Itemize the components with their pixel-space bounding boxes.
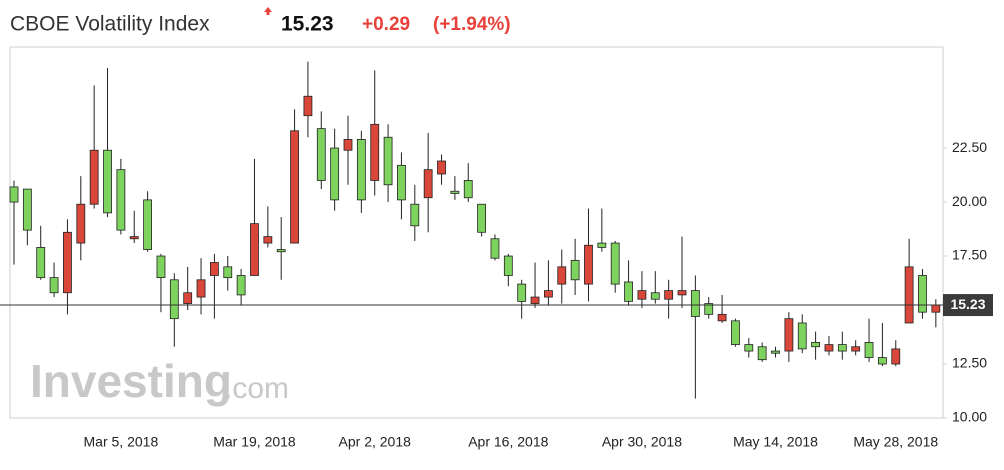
- x-tick-label: May 14, 2018: [733, 434, 818, 450]
- candle-body: [169, 279, 179, 320]
- candle-body: [704, 303, 714, 315]
- candle-body: [22, 188, 32, 231]
- candle-body: [717, 313, 727, 322]
- candle-body: [450, 190, 460, 194]
- candle-body: [276, 249, 286, 253]
- candle-body: [143, 199, 153, 250]
- candle-body: [851, 346, 861, 352]
- candle-body: [784, 318, 794, 352]
- candle-body: [209, 262, 219, 276]
- candle-body: [891, 348, 901, 365]
- candle-body: [183, 292, 193, 304]
- candle-body: [236, 275, 246, 296]
- candle-body: [597, 242, 607, 248]
- chart-title: CBOE Volatility Index: [10, 13, 210, 36]
- x-tick-label: May 28, 2018: [853, 434, 938, 450]
- x-tick-label: Mar 5, 2018: [84, 434, 159, 450]
- candle-body: [570, 259, 580, 281]
- candle-body: [757, 346, 767, 361]
- candle-body: [797, 322, 807, 350]
- y-tick-label: 22.50: [952, 139, 987, 155]
- price-change-percent: (+1.94%): [433, 14, 511, 35]
- watermark-suffix: .com: [224, 372, 289, 405]
- candle-body: [744, 344, 754, 352]
- candle-body: [223, 266, 233, 279]
- candle-body: [731, 320, 740, 345]
- candle-body: [503, 255, 513, 276]
- candle-body: [530, 296, 540, 304]
- y-tick-label: 17.50: [952, 247, 987, 263]
- last-price-label: 15.23: [950, 296, 985, 312]
- x-tick-label: Apr 16, 2018: [468, 434, 548, 450]
- candle-body: [517, 283, 527, 302]
- candle-body: [477, 203, 487, 233]
- candle-body: [330, 147, 340, 201]
- x-tick-label: Apr 2, 2018: [339, 434, 412, 450]
- candle-body: [463, 180, 473, 199]
- candle-body: [263, 236, 273, 244]
- candle-body: [89, 149, 99, 205]
- candle-body: [771, 350, 780, 354]
- candle-body: [116, 169, 126, 231]
- candle-body: [383, 136, 393, 186]
- candle-body: [664, 290, 674, 300]
- candle-body: [303, 95, 313, 117]
- candle-body: [931, 304, 941, 313]
- candle-body: [437, 160, 446, 175]
- candle-body: [290, 130, 299, 244]
- y-tick-label: 12.50: [952, 355, 987, 371]
- candle-body: [343, 139, 353, 151]
- x-tick-label: Mar 19, 2018: [213, 434, 296, 450]
- candle-body: [584, 244, 593, 285]
- y-tick-label: 20.00: [952, 193, 987, 209]
- candle-body: [677, 290, 687, 296]
- x-tick-label: Apr 30, 2018: [602, 434, 682, 450]
- candle-body: [811, 342, 820, 348]
- candle-body: [690, 290, 700, 317]
- candle-body: [9, 186, 19, 203]
- candle-body: [918, 275, 927, 313]
- candle-body: [423, 169, 433, 199]
- watermark-brand: Investing: [30, 355, 232, 407]
- candle-body: [250, 223, 259, 276]
- y-tick-label: 10.00: [952, 409, 987, 425]
- candle-body: [49, 277, 59, 294]
- candle-body: [316, 128, 326, 181]
- candle-body: [557, 266, 567, 285]
- candle-body: [837, 344, 847, 352]
- candle-body: [904, 266, 914, 324]
- candle-body: [156, 255, 166, 279]
- candle-body: [196, 279, 206, 298]
- candle-body: [878, 357, 887, 365]
- last-price-box: [943, 294, 993, 317]
- candle-body: [397, 164, 406, 201]
- up-arrow: [264, 7, 272, 15]
- plot-frame: [9, 46, 943, 419]
- candle-body: [864, 342, 874, 358]
- candle-body: [129, 236, 139, 240]
- candle-body: [36, 247, 46, 279]
- candle-body: [637, 290, 647, 300]
- candle-body: [544, 290, 553, 298]
- candle-body: [76, 203, 86, 244]
- candle-body: [410, 203, 420, 227]
- candle-body: [610, 242, 620, 285]
- candle-body: [490, 238, 500, 259]
- candle-body: [63, 231, 72, 294]
- candle-body: [824, 344, 834, 352]
- candle-body: [624, 281, 633, 302]
- price-change: +0.29: [362, 14, 410, 35]
- candle-body: [103, 149, 112, 214]
- candle-body: [370, 123, 380, 181]
- candle-body: [356, 139, 366, 201]
- last-price: 15.23: [281, 13, 334, 36]
- candle-body: [650, 292, 660, 300]
